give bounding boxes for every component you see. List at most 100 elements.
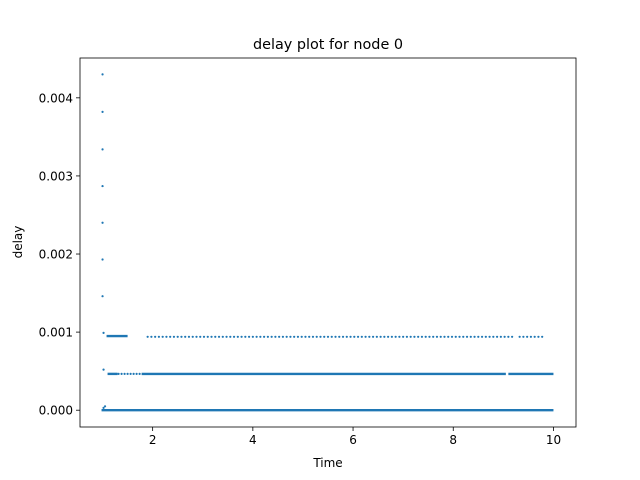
plot-frame xyxy=(79,57,577,428)
data-point xyxy=(522,335,525,338)
data-point xyxy=(484,335,487,338)
data-point xyxy=(101,110,104,113)
data-point xyxy=(101,184,104,188)
data-point xyxy=(244,335,247,338)
x-axis: 2 4 6 8 10 xyxy=(149,427,561,447)
data-point xyxy=(402,335,405,338)
data-point xyxy=(263,335,266,338)
data-point xyxy=(180,335,183,338)
data-point xyxy=(420,335,424,338)
data-point xyxy=(371,335,375,338)
data-point xyxy=(172,335,176,338)
data-point xyxy=(383,335,386,338)
data-point xyxy=(323,335,326,338)
data-point xyxy=(101,258,104,261)
data-point xyxy=(217,335,221,338)
points-layer xyxy=(101,73,554,412)
data-point xyxy=(138,372,141,375)
data-point xyxy=(458,335,461,338)
data-point xyxy=(117,372,120,375)
data-point xyxy=(278,335,281,338)
data-point xyxy=(428,335,431,338)
x-tick-label: 6 xyxy=(349,433,357,447)
data-point xyxy=(123,372,126,375)
data-point xyxy=(102,368,105,371)
data-point xyxy=(259,335,262,338)
data-point xyxy=(102,406,105,409)
y-axis-title: delay xyxy=(11,226,25,259)
data-point xyxy=(511,335,514,338)
data-point xyxy=(270,335,273,338)
y-tick-label: 0.002 xyxy=(39,248,73,262)
data-point xyxy=(518,335,521,338)
x-axis-title: Time xyxy=(312,456,342,470)
data-point xyxy=(488,335,491,338)
data-point xyxy=(334,335,337,338)
data-point xyxy=(206,335,209,338)
data-point xyxy=(326,335,330,338)
data-point xyxy=(330,335,333,338)
data-point xyxy=(507,335,510,338)
data-point xyxy=(480,335,484,338)
data-point xyxy=(281,335,285,338)
x-tick-label: 4 xyxy=(249,433,257,447)
data-point xyxy=(232,335,236,338)
data-point xyxy=(469,335,472,338)
data-point xyxy=(293,335,296,338)
y-tick-label: 0.001 xyxy=(39,326,73,340)
data-point xyxy=(526,335,529,338)
data-point xyxy=(129,372,132,375)
data-point xyxy=(304,335,307,338)
data-point xyxy=(285,335,288,338)
data-point xyxy=(492,335,495,338)
chart-title: delay plot for node 0 xyxy=(253,37,403,53)
y-tick-label: 0.000 xyxy=(39,404,73,418)
data-point xyxy=(165,335,168,338)
data-point xyxy=(390,335,393,338)
data-point xyxy=(184,335,187,338)
data-point xyxy=(150,335,153,338)
data-point xyxy=(443,335,446,338)
data-point xyxy=(120,372,123,375)
data-point xyxy=(450,335,454,338)
data-point xyxy=(413,335,416,338)
data-point xyxy=(465,335,469,338)
data-point xyxy=(319,335,322,338)
y-tick-label: 0.004 xyxy=(39,91,73,105)
data-point xyxy=(191,335,194,338)
data-point xyxy=(398,335,401,338)
data-point xyxy=(225,335,228,338)
data-point xyxy=(146,335,149,338)
data-point xyxy=(135,372,138,375)
data-point xyxy=(251,335,254,338)
data-point xyxy=(289,335,292,338)
data-point xyxy=(221,335,224,338)
data-point xyxy=(101,295,104,298)
data-point xyxy=(537,335,540,338)
y-axis: 0.000 0.001 0.002 0.003 0.004 xyxy=(39,91,80,418)
data-point xyxy=(379,335,382,338)
data-point xyxy=(435,335,439,338)
data-point xyxy=(240,335,243,338)
data-point xyxy=(187,335,191,338)
plot-area xyxy=(80,58,576,427)
x-tick-label: 10 xyxy=(546,433,561,447)
data-point xyxy=(356,335,360,338)
data-point xyxy=(409,335,412,338)
data-point xyxy=(353,335,356,338)
data-point xyxy=(311,335,315,338)
y-tick-label: 0.003 xyxy=(39,169,73,183)
data-point xyxy=(247,335,251,338)
data-point xyxy=(368,335,371,338)
data-point xyxy=(101,221,104,224)
data-point xyxy=(169,335,172,338)
data-point xyxy=(394,335,397,338)
data-point xyxy=(214,335,217,338)
data-point xyxy=(338,335,341,338)
data-point xyxy=(274,335,277,338)
data-point xyxy=(477,335,480,338)
data-point xyxy=(154,335,157,338)
data-point xyxy=(387,335,390,338)
data-point xyxy=(417,335,420,338)
